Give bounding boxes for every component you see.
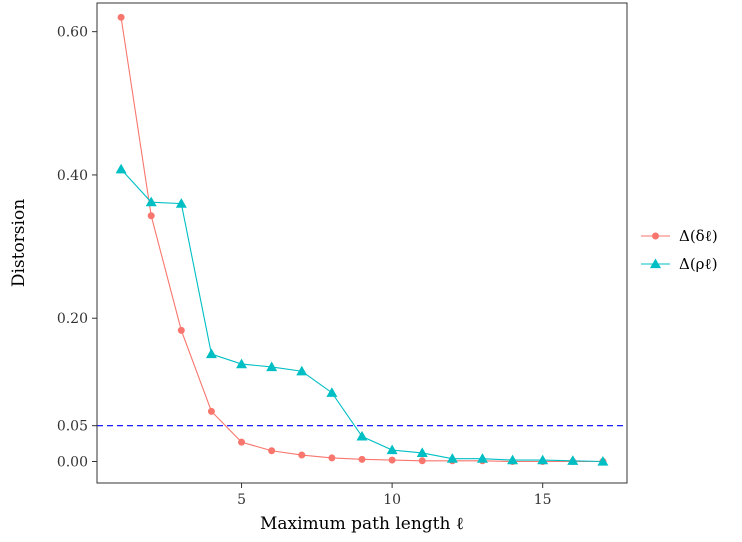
series-1-point-12 [476, 453, 488, 463]
x-tick-label-2: 15 [534, 492, 552, 508]
series-0-point-5 [268, 447, 276, 455]
series-0-point-4 [238, 438, 246, 446]
series-markers [115, 13, 609, 466]
y-tick-label-2: 0.20 [57, 311, 88, 327]
y-axis-title: Distorsion [9, 199, 29, 287]
series-1-point-6 [296, 365, 308, 376]
series-1-point-7 [326, 387, 338, 397]
legend-label-1: Δ(ρℓ) [679, 255, 718, 273]
series-1-point-14 [537, 454, 549, 465]
y-tick-label-0: 0.00 [57, 455, 88, 471]
series-1-point-1 [145, 196, 157, 207]
series-0-point-10 [418, 457, 426, 465]
series-0-point-2 [177, 326, 185, 334]
legend-key-marker-0 [652, 232, 659, 240]
series-0-point-7 [328, 454, 336, 462]
series-0-point-9 [388, 456, 396, 464]
series-0-point-8 [358, 455, 366, 463]
series-1-point-3 [205, 348, 217, 359]
series-0-point-6 [298, 451, 306, 459]
series-1-point-16 [597, 456, 609, 466]
series-0-point-0 [117, 13, 125, 21]
series-1-point-5 [266, 361, 278, 372]
legend: Δ(δℓ) Δ(ρℓ) [641, 227, 718, 273]
series-1-point-8 [356, 430, 368, 441]
series-1-point-11 [446, 453, 458, 463]
y-tick-label-3: 0.40 [57, 168, 88, 184]
series-1-point-15 [567, 455, 579, 465]
series-lines [120, 17, 603, 463]
series-line-1 [120, 168, 603, 463]
series-1-point-13 [507, 454, 519, 465]
legend-label-0: Δ(δℓ) [679, 227, 718, 245]
series-1-point-9 [386, 444, 398, 455]
series-1-point-2 [175, 198, 187, 208]
y-tick-label-1: 0.05 [57, 419, 88, 435]
x-axis: 5 10 15 [237, 483, 552, 508]
series-1-point-10 [416, 447, 428, 458]
series-1-point-4 [236, 358, 248, 369]
x-tick-label-1: 10 [383, 492, 401, 508]
plot-frame [96, 2, 628, 484]
y-axis: 0.00 0.05 0.20 0.40 0.60 [57, 25, 97, 471]
series-line-0 [120, 17, 603, 463]
y-tick-label-4: 0.60 [57, 25, 88, 41]
series-1-point-0 [115, 163, 127, 174]
series-0-point-1 [147, 212, 155, 220]
series-0-point-3 [207, 407, 215, 415]
x-axis-title: Maximum path length ℓ [260, 514, 464, 534]
legend-key-marker-1 [650, 258, 661, 269]
x-tick-label-0: 5 [237, 492, 246, 508]
